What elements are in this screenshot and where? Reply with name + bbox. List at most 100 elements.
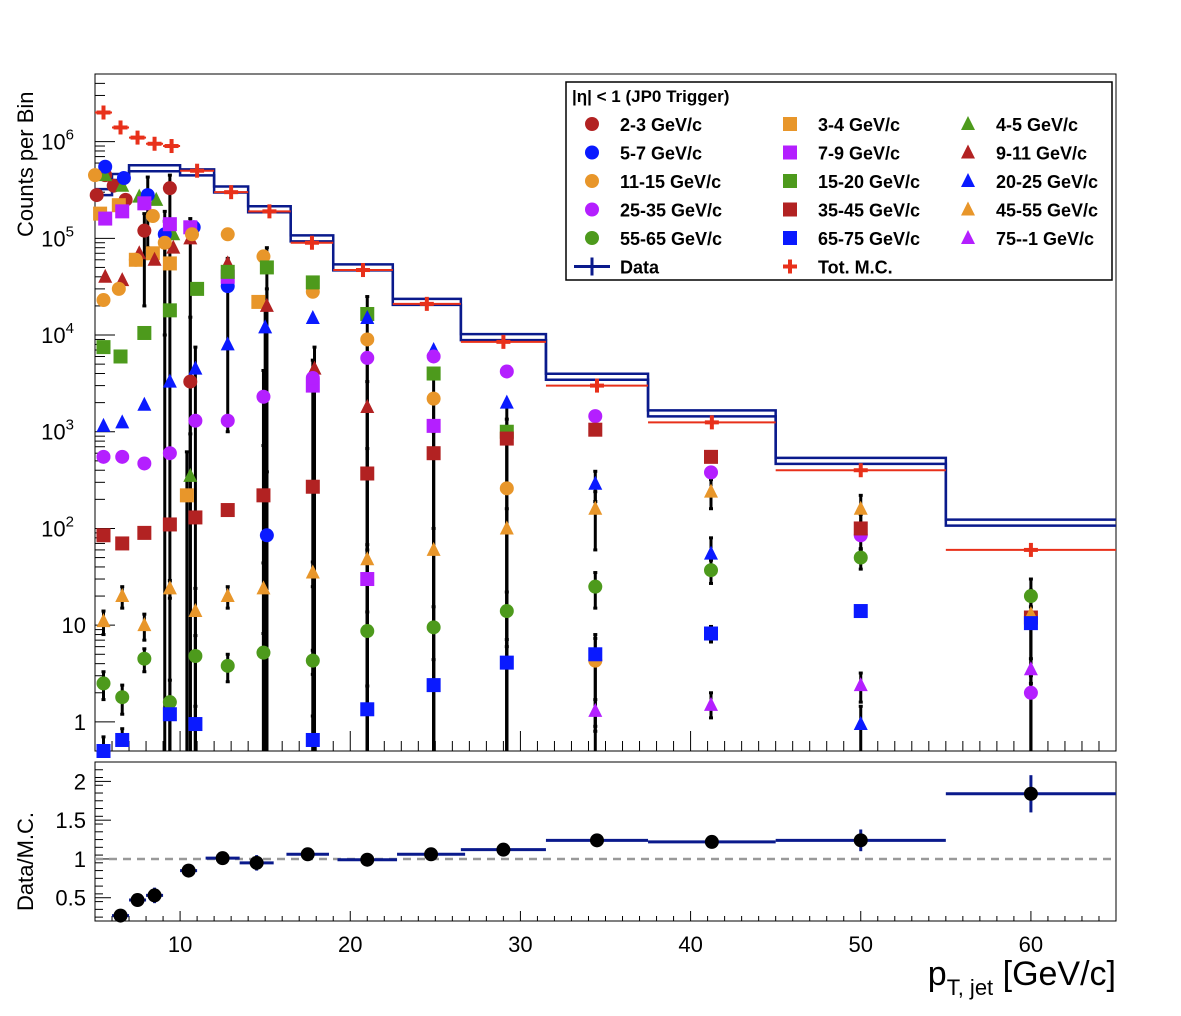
- point-25-35-gev-c: [115, 449, 130, 464]
- legend-marker-5-7-gev-c: [585, 145, 599, 160]
- legend-title: |η| < 1 (JP0 Trigger): [572, 87, 729, 106]
- point-15-20-gev-c: [190, 281, 205, 296]
- legend-label-tot-m-c-: Tot. M.C.: [818, 258, 893, 278]
- point-45-55-gev-c: [499, 520, 514, 535]
- legend-marker-11-15-gev-c: [585, 174, 599, 188]
- y-tick-label: 105: [41, 223, 74, 251]
- point-25-35-gev-c: [426, 349, 441, 364]
- point-35-45-gev-c: [426, 446, 441, 461]
- legend-marker-3-4-gev-c: [783, 117, 797, 131]
- legend-label-11-15-gev-c: 11-15 GeV/c: [620, 172, 721, 192]
- point-15-20-gev-c: [113, 349, 128, 364]
- point-7-9-gev-c: [137, 196, 152, 211]
- top-panel: 1 10 102 103 104 105 106 Counts per Bin: [13, 73, 1117, 758]
- data-histogram-upper: [95, 164, 1116, 521]
- ratio-point: [360, 852, 375, 867]
- point-25-35-gev-c: [137, 456, 152, 471]
- legend-marker-45-55-gev-c: [961, 201, 975, 216]
- point-45-55-gev-c: [256, 580, 271, 595]
- ratio-point: [853, 833, 868, 848]
- point-45-55-gev-c: [360, 551, 375, 566]
- point-2-3-gev-c: [137, 223, 152, 238]
- legend-label-35-45-gev-c: 35-45 GeV/c: [818, 201, 920, 221]
- point-75-1-gev-c: [704, 696, 719, 711]
- x-tick-label: 50: [849, 932, 873, 957]
- point-45-55-gev-c: [137, 617, 152, 632]
- point-11-15-gev-c: [360, 332, 375, 347]
- legend-box: [565, 81, 1113, 281]
- top-axes: 1 10 102 103 104 105 106: [41, 73, 1117, 751]
- point-55-65-gev-c: [704, 563, 719, 578]
- legend-label-3-4-gev-c: 3-4 GeV/c: [818, 115, 900, 135]
- point-65-75-gev-c: [853, 604, 868, 619]
- point-2-3-gev-c: [89, 188, 104, 203]
- point-35-45-gev-c: [499, 431, 514, 446]
- legend-marker-2-3-gev-c: [585, 117, 599, 131]
- x-axis-label-subscript: T, jet: [947, 975, 993, 1000]
- legend-label-75-1-gev-c: 75--1 GeV/c: [996, 229, 1094, 249]
- legend-label-45-55-gev-c: 45-55 GeV/c: [996, 201, 1098, 221]
- point-9-11-gev-c: [307, 360, 322, 375]
- point-4-5-gev-c: [149, 191, 164, 206]
- point-7-9-gev-c: [98, 211, 113, 226]
- point-20-25-gev-c: [360, 309, 375, 324]
- point-65-75-gev-c: [499, 655, 514, 670]
- point-9-11-gev-c: [166, 239, 181, 254]
- point-11-15-gev-c: [111, 281, 126, 296]
- point-55-65-gev-c: [426, 620, 441, 635]
- point-45-55-gev-c: [115, 588, 130, 603]
- point-11-15-gev-c: [426, 391, 441, 406]
- point-20-25-gev-c: [115, 414, 130, 429]
- ratio-point: [424, 847, 439, 862]
- point-35-45-gev-c: [853, 521, 868, 536]
- point-20-25-gev-c: [305, 309, 320, 324]
- point-20-25-gev-c: [162, 373, 177, 388]
- point-55-65-gev-c: [96, 676, 111, 691]
- x-tick-label: 40: [678, 932, 702, 957]
- bottom-y-tick-label: 0.5: [55, 886, 86, 911]
- point-20-25-gev-c: [137, 396, 152, 411]
- point-15-20-gev-c: [137, 325, 152, 340]
- top-y-axis-label: Counts per Bin: [13, 91, 38, 237]
- point-75-1-gev-c: [588, 702, 603, 717]
- legend-label-7-9-gev-c: 7-9 GeV/c: [818, 144, 900, 164]
- point-55-65-gev-c: [115, 690, 130, 705]
- point-4-5-gev-c: [98, 167, 113, 182]
- point-11-15-gev-c: [499, 481, 514, 496]
- bottom-y-tick-label: 1.5: [55, 808, 86, 833]
- point-15-20-gev-c: [426, 366, 441, 381]
- point-35-45-gev-c: [188, 510, 203, 525]
- point-35-45-gev-c: [115, 536, 130, 551]
- legend-label-65-75-gev-c: 65-75 GeV/c: [818, 229, 920, 249]
- point-65-75-gev-c: [588, 647, 603, 662]
- point-15-20-gev-c: [305, 275, 320, 290]
- legend-label-5-7-gev-c: 5-7 GeV/c: [620, 144, 702, 164]
- point-55-65-gev-c: [305, 653, 320, 668]
- point-25-35-gev-c: [256, 389, 271, 404]
- point-45-55-gev-c: [426, 541, 441, 556]
- point-55-65-gev-c: [360, 624, 375, 639]
- y-tick-label: 106: [41, 127, 74, 155]
- legend-marker-4-5-gev-c: [961, 116, 975, 130]
- legend-label-15-20-gev-c: 15-20 GeV/c: [818, 172, 920, 192]
- point-9-11-gev-c: [98, 268, 113, 283]
- legend-label-25-35-gev-c: 25-35 GeV/c: [620, 201, 722, 221]
- point-25-35-gev-c: [188, 413, 203, 428]
- point-25-35-gev-c: [162, 446, 177, 461]
- point-9-11-gev-c: [360, 399, 375, 414]
- point-45-55-gev-c: [853, 500, 868, 515]
- legend-entries: 2-3 GeV/c 3-4 GeV/c 4-5 GeV/c 5-7 GeV/c 7-9 …: [574, 115, 1098, 278]
- point-55-65-gev-c: [588, 579, 603, 594]
- y-tick-label: 10: [62, 613, 86, 638]
- point-5-7-gev-c: [259, 528, 274, 543]
- point-55-65-gev-c: [220, 658, 235, 673]
- point-11-15-gev-c: [157, 235, 172, 250]
- point-20-25-gev-c: [704, 545, 719, 560]
- legend-marker-25-35-gev-c: [585, 202, 599, 217]
- series-layer: [88, 159, 1038, 758]
- point-35-45-gev-c: [588, 422, 603, 437]
- x-axis-label: pT, jet [GeV/c]: [928, 955, 1116, 1000]
- ratio-point: [704, 834, 719, 849]
- point-20-25-gev-c: [220, 336, 235, 351]
- point-55-65-gev-c: [256, 645, 271, 660]
